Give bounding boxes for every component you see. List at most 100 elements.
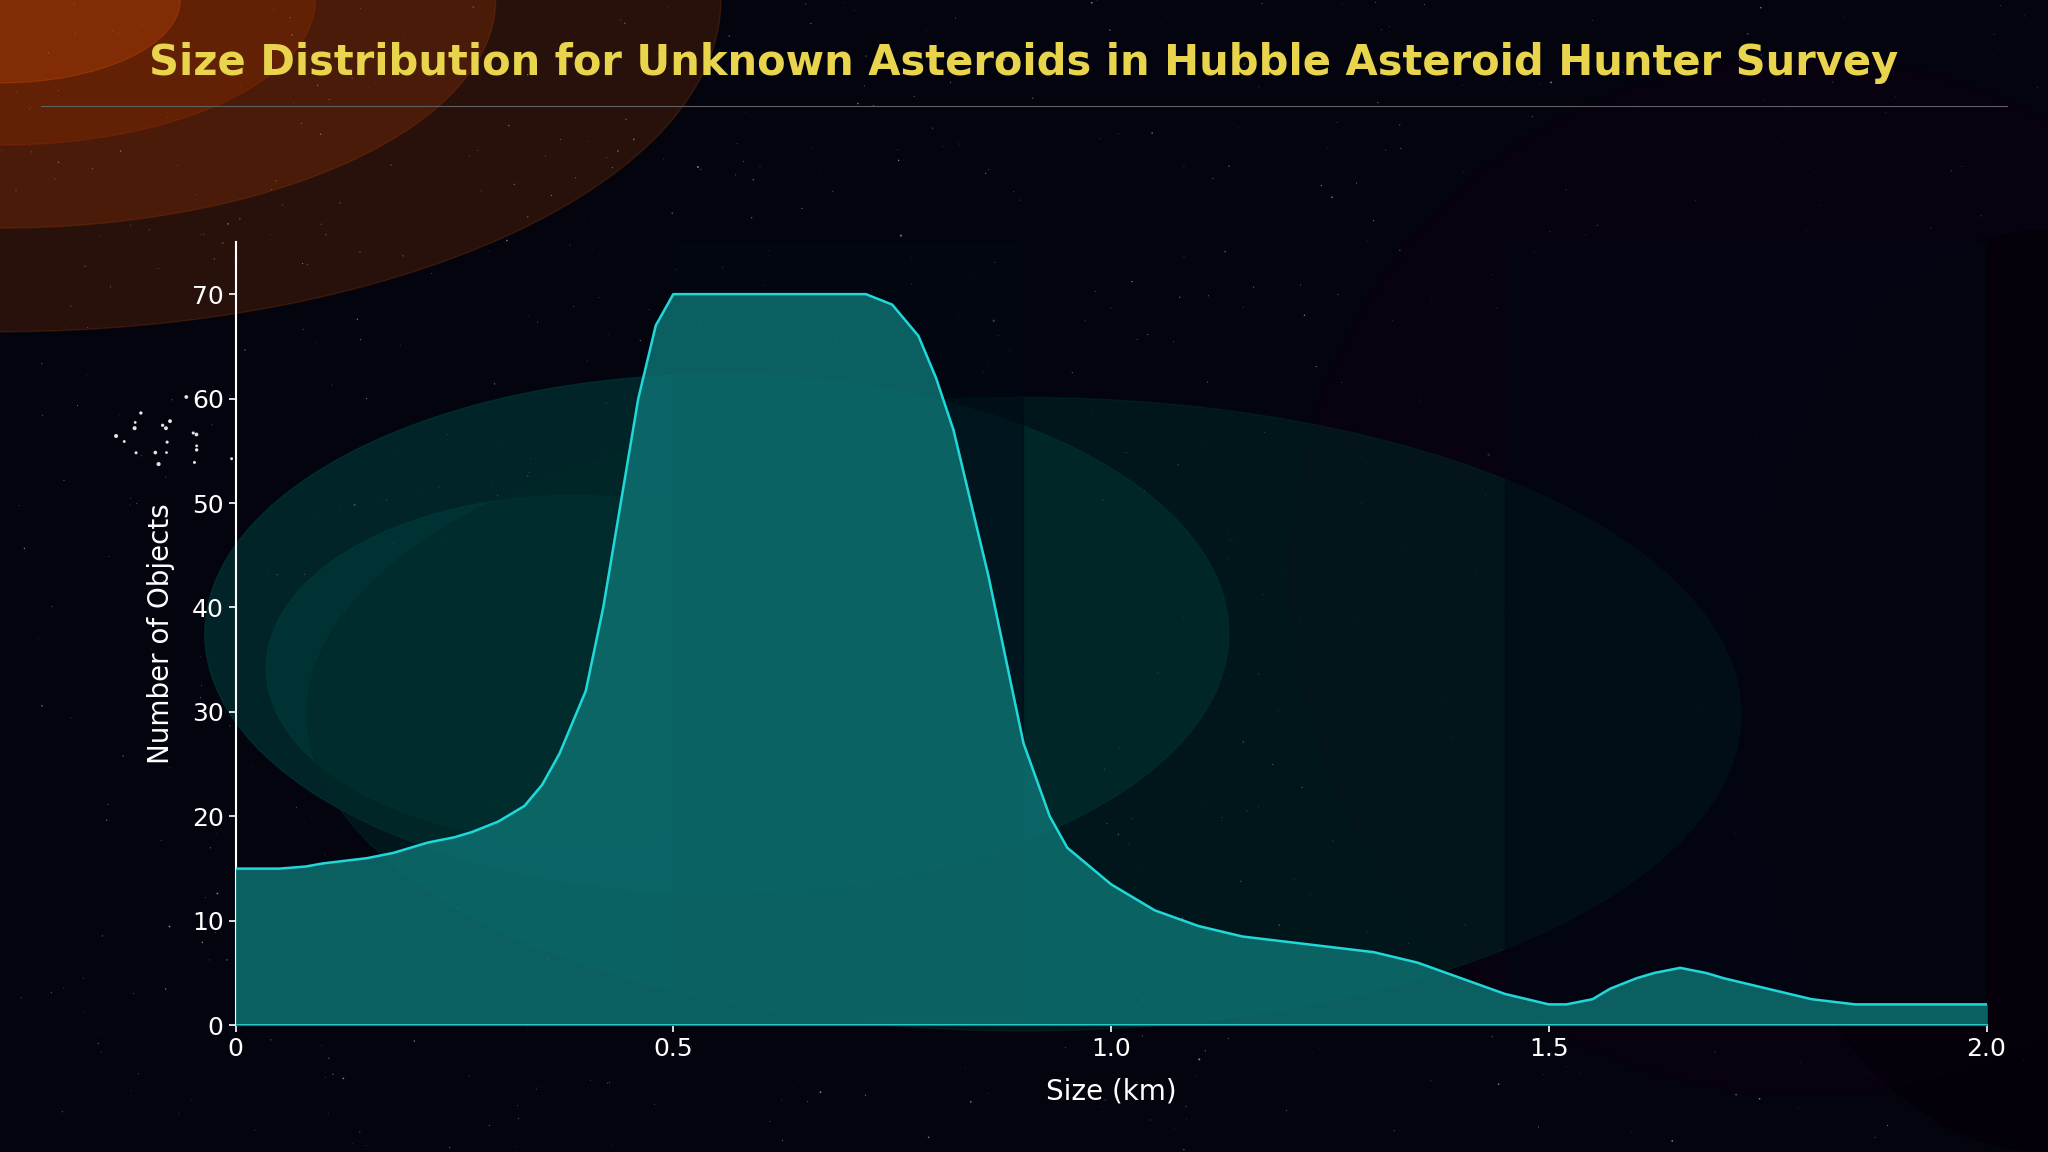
Point xyxy=(641,45,674,63)
Point xyxy=(1405,233,1438,251)
Point xyxy=(1145,1087,1178,1106)
Point xyxy=(1495,77,1528,96)
Point xyxy=(328,1069,360,1087)
Point xyxy=(1741,342,1774,361)
Point xyxy=(737,597,770,615)
Point xyxy=(123,1064,156,1083)
Point xyxy=(741,813,774,832)
Point xyxy=(86,926,119,945)
Point xyxy=(535,187,567,205)
Point xyxy=(455,978,487,996)
Point xyxy=(641,685,674,704)
Point xyxy=(418,715,451,734)
Point xyxy=(1964,206,1997,225)
Point xyxy=(2013,1037,2046,1055)
Point xyxy=(494,642,526,660)
Point xyxy=(469,558,502,576)
Point xyxy=(1288,306,1321,325)
Point xyxy=(1774,1015,1806,1033)
Point xyxy=(1915,457,1948,476)
Point xyxy=(977,683,1010,702)
Point xyxy=(1419,165,1452,183)
Point xyxy=(702,420,735,439)
Point xyxy=(387,247,420,265)
Point xyxy=(760,682,793,700)
Point xyxy=(481,486,514,505)
Point xyxy=(389,25,422,44)
Point xyxy=(1976,256,2009,274)
Point xyxy=(365,488,397,507)
Point xyxy=(1577,1109,1610,1128)
Point xyxy=(1819,695,1851,713)
Point xyxy=(1452,255,1485,273)
Point xyxy=(172,634,205,652)
Point xyxy=(492,116,524,135)
Point xyxy=(111,111,143,129)
Point xyxy=(186,933,219,952)
Point xyxy=(653,59,686,77)
Point xyxy=(911,1128,944,1146)
Point xyxy=(150,444,182,462)
Point xyxy=(1749,532,1782,551)
Point xyxy=(309,846,342,864)
Point xyxy=(1231,305,1264,324)
Point xyxy=(688,905,721,924)
Point xyxy=(350,948,383,967)
Point xyxy=(1208,243,1241,262)
Point xyxy=(514,449,547,468)
Point xyxy=(913,691,946,710)
Point xyxy=(276,25,309,44)
Point xyxy=(1774,43,1806,61)
Point xyxy=(582,288,614,306)
Point xyxy=(1231,802,1264,820)
Point xyxy=(436,654,469,673)
Point xyxy=(1083,834,1116,852)
Point xyxy=(1432,828,1464,847)
Point xyxy=(963,723,995,742)
Point xyxy=(1505,381,1538,400)
Point xyxy=(1004,191,1036,210)
Point xyxy=(592,1074,625,1092)
Point xyxy=(1169,1111,1202,1129)
Point xyxy=(86,1024,119,1043)
Point xyxy=(934,73,967,91)
Point xyxy=(1599,872,1632,890)
Point xyxy=(1794,1074,1827,1092)
Point xyxy=(868,641,901,659)
Point xyxy=(1110,590,1143,608)
Point xyxy=(485,432,518,450)
Point xyxy=(608,528,641,546)
Point xyxy=(594,723,627,742)
Point xyxy=(1761,134,1794,152)
Point xyxy=(2,497,35,515)
Point xyxy=(141,118,174,136)
Point xyxy=(1946,158,1978,176)
Point xyxy=(1849,885,1882,903)
Point xyxy=(27,697,59,715)
Point xyxy=(750,335,782,354)
Point xyxy=(1628,647,1661,666)
Point xyxy=(977,298,1010,317)
Point xyxy=(1788,167,1821,185)
Point xyxy=(1100,888,1133,907)
Point xyxy=(254,226,287,244)
Point xyxy=(1841,805,1874,824)
Point xyxy=(43,82,76,100)
Point xyxy=(1815,908,1847,926)
Point xyxy=(588,722,621,741)
Point xyxy=(1397,295,1430,313)
Point xyxy=(567,668,600,687)
Point xyxy=(1120,331,1153,349)
Point xyxy=(1970,100,2003,119)
Point xyxy=(1958,644,1991,662)
Point xyxy=(1966,191,1999,210)
Point xyxy=(1217,606,1249,624)
Point xyxy=(1722,51,1755,69)
Point xyxy=(1284,275,1317,294)
Point xyxy=(700,666,733,684)
Point xyxy=(215,449,248,468)
Point xyxy=(522,713,555,732)
Point xyxy=(786,199,819,218)
Point xyxy=(1774,847,1806,865)
Point xyxy=(1698,1052,1731,1070)
